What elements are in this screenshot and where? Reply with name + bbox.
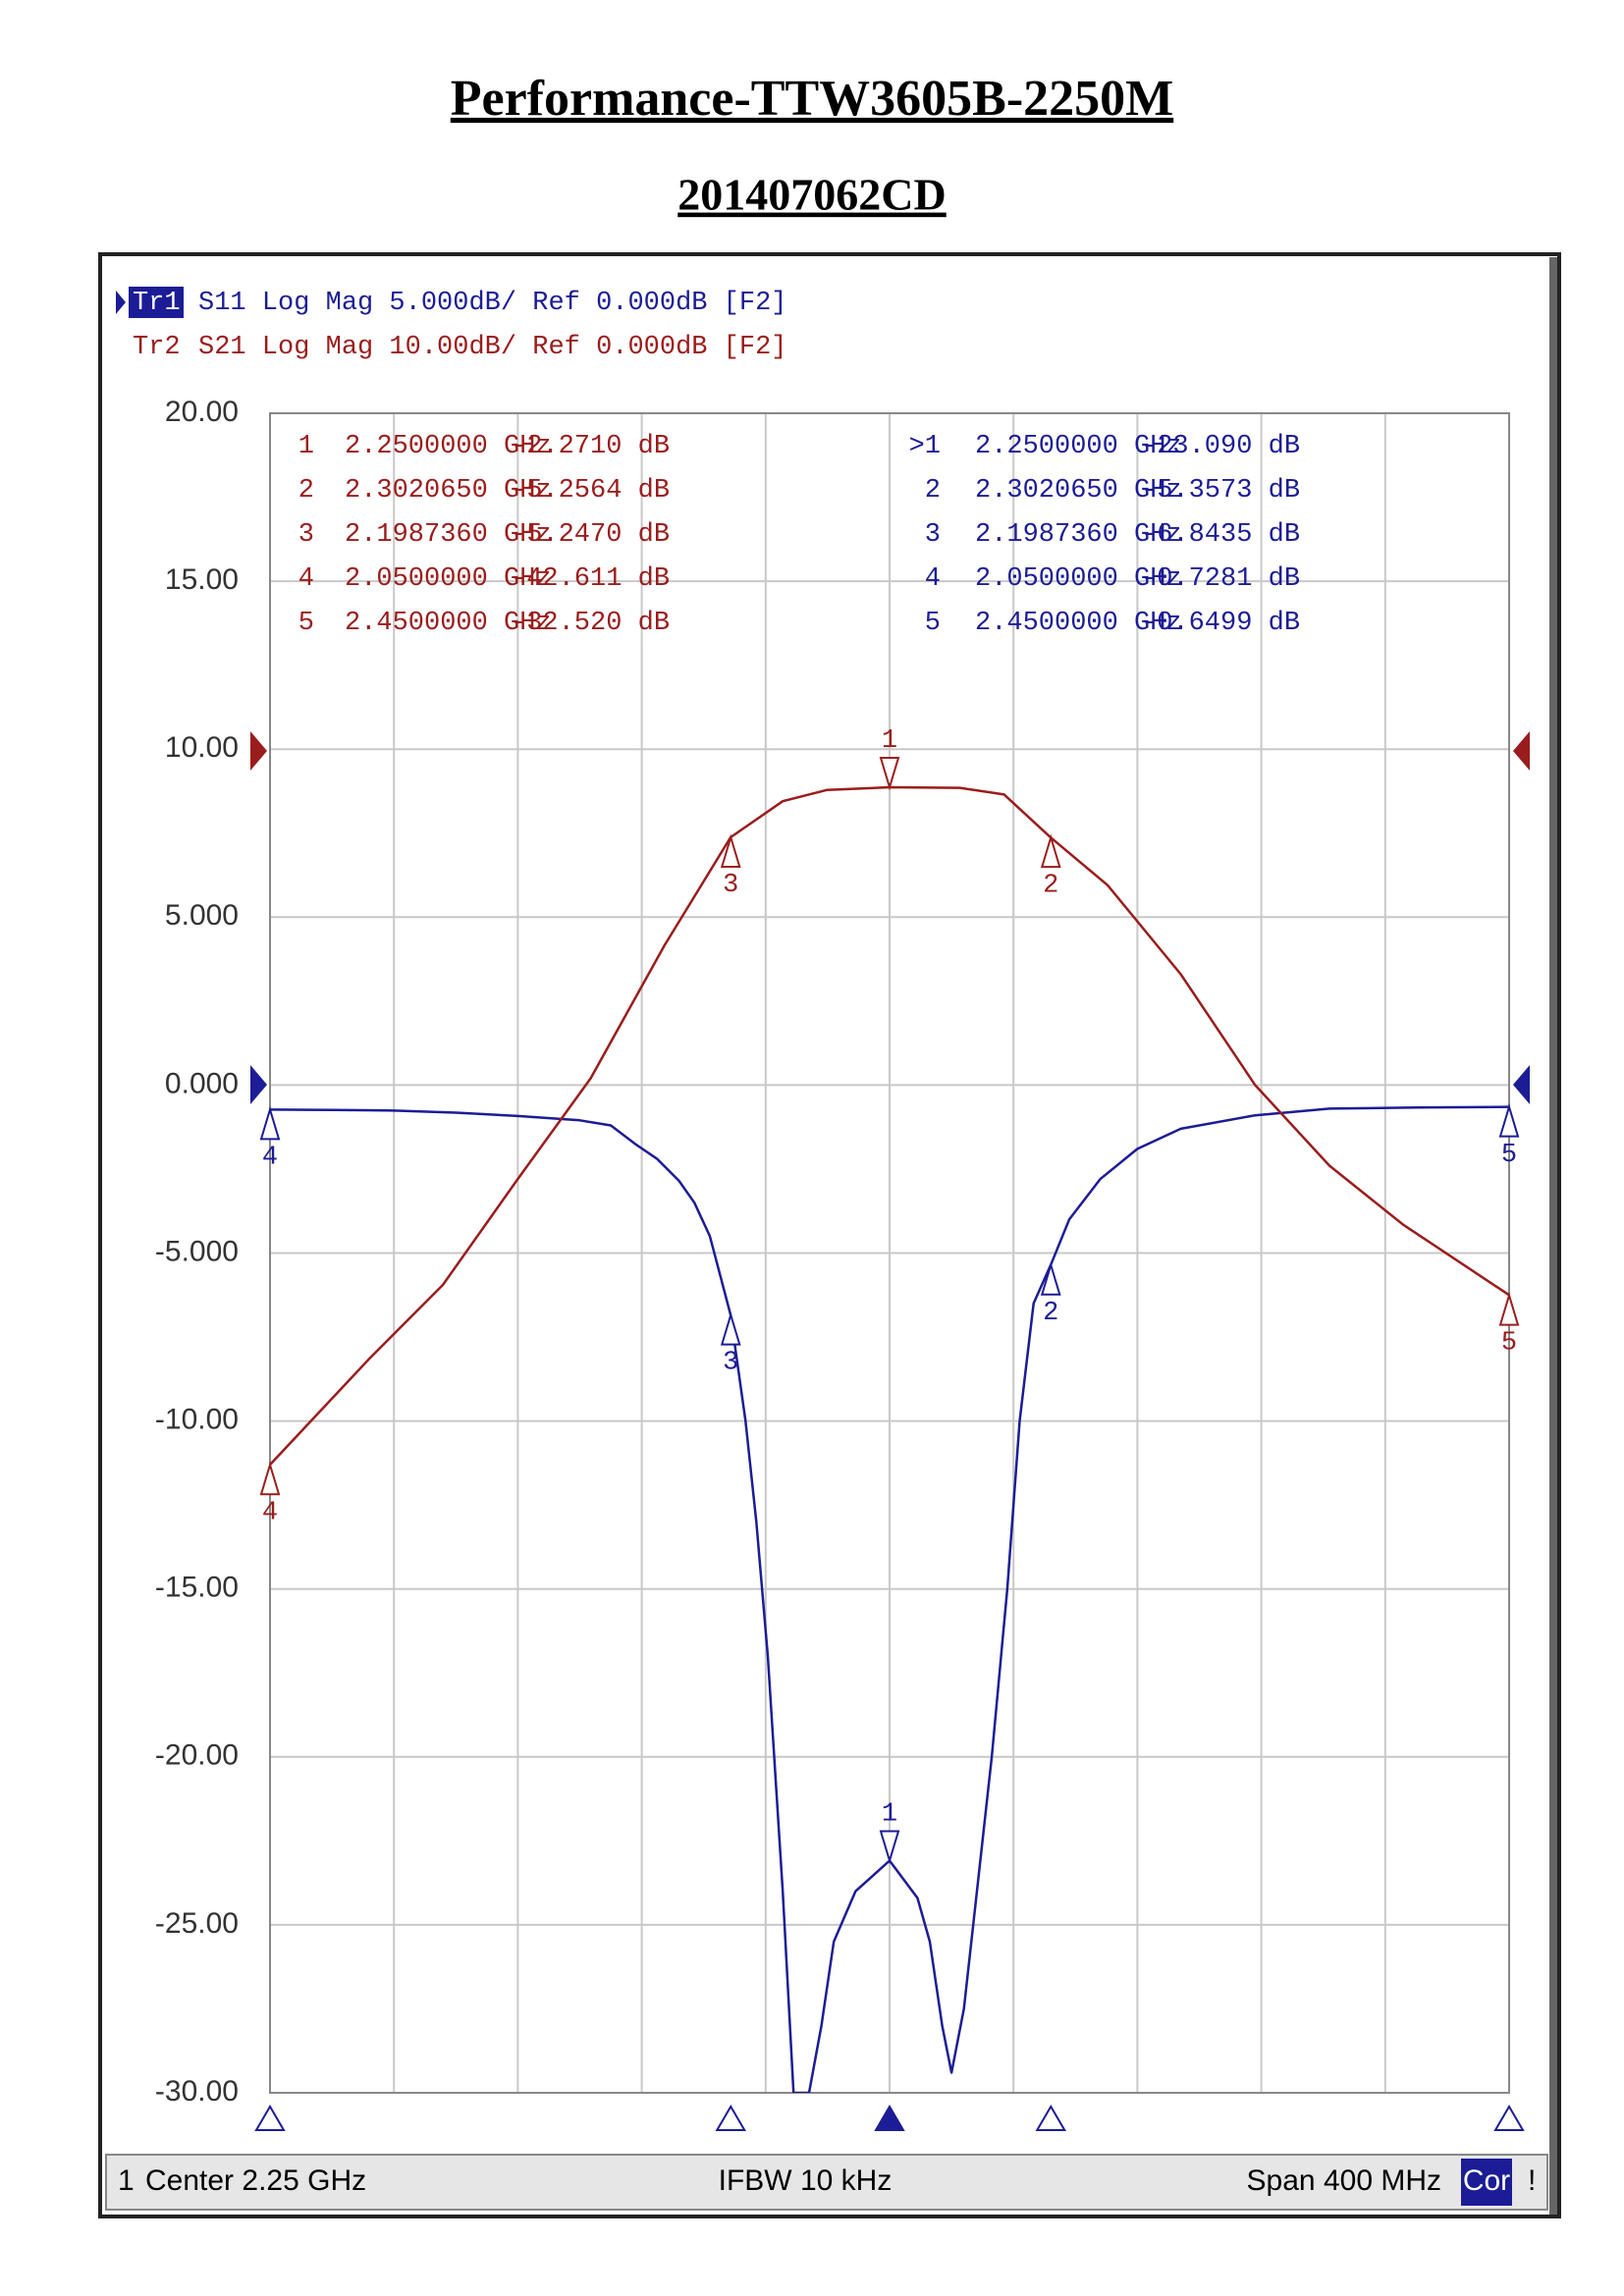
channel: 1 (118, 2164, 135, 2197)
marker-table-cell: -2.2710 dB (511, 432, 670, 461)
ifbw: IFBW 10 kHz (719, 2164, 893, 2197)
marker (720, 833, 741, 868)
marker-label: 2 (1043, 871, 1058, 900)
y-tick-label: 15.00 (165, 563, 239, 596)
center-freq: Center 2.25 GHz (145, 2164, 366, 2197)
status-bar (105, 2154, 1548, 2211)
marker-table-cell: 2.4500000 GHz (975, 609, 1182, 638)
y-tick-label: 0.000 (165, 1067, 239, 1099)
marker (879, 1830, 900, 1865)
marker (259, 1105, 281, 1141)
stimulus-marker (254, 2105, 286, 2131)
marker-label: 5 (1501, 1329, 1517, 1359)
marker (1040, 833, 1061, 869)
marker-table-cell: 4 (925, 564, 941, 594)
marker-table-cell: >1 (909, 432, 941, 461)
active-trace-arrow (116, 291, 126, 314)
y-tick-label: -15.00 (155, 1572, 239, 1604)
trace-info: S11 Log Mag 5.000dB/ Ref 0.000dB [F2] (198, 289, 787, 318)
marker-table-cell: 2.3020650 GHz (975, 476, 1182, 506)
chart-subtitle: 201407062CD (677, 170, 946, 220)
marker-table-cell: -23.090 dB (1141, 432, 1300, 461)
marker (1498, 1292, 1520, 1326)
y-tick-label: 10.00 (165, 731, 239, 764)
trace-name: Tr2 (133, 333, 181, 362)
marker-table-cell: 1 (298, 432, 314, 461)
flag: ! (1528, 2164, 1536, 2197)
cor: Cor (1463, 2164, 1510, 2197)
marker-table-cell: -5.2564 dB (511, 476, 670, 506)
ref-marker-right (1513, 731, 1530, 771)
marker-table-cell: 2.0500000 GHz (975, 564, 1182, 594)
trace-line (270, 1105, 1509, 2093)
marker (720, 1311, 741, 1346)
y-tick-label: 5.000 (165, 899, 239, 932)
frame-edge (1549, 257, 1557, 2215)
stimulus-marker (1493, 2105, 1525, 2131)
marker-table-cell: 3 (925, 520, 941, 550)
marker-table-cell: 2.4500000 GHz (345, 609, 552, 638)
stimulus-marker (1035, 2105, 1067, 2131)
marker-table-cell: 2.3020650 GHz (345, 476, 552, 506)
marker-table-cell: 2.2500000 GHz (975, 432, 1182, 461)
marker-label: 2 (1043, 1299, 1058, 1328)
marker (1040, 1261, 1061, 1296)
y-tick-label: -20.00 (155, 1739, 239, 1772)
marker-table-cell: -32.520 dB (511, 609, 670, 638)
marker-table-cell: 3 (298, 520, 314, 550)
marker-label: 4 (262, 1498, 278, 1527)
marker-table-cell: 2.1987360 GHz (345, 520, 552, 550)
marker-table-cell: 2.2500000 GHz (345, 432, 552, 461)
stimulus-marker (715, 2105, 747, 2131)
marker (879, 757, 900, 791)
marker-table-cell: 2 (298, 476, 314, 506)
marker-table-cell: 5 (925, 609, 941, 638)
chart-title: Performance-TTW3605B-2250M (451, 71, 1173, 127)
ref-marker-left (250, 731, 267, 771)
stimulus-marker (874, 2105, 905, 2131)
y-tick-label: -30.00 (155, 2075, 239, 2108)
ref-marker-right (1513, 1065, 1530, 1104)
span: Span 400 MHz (1247, 2164, 1441, 2197)
instrument-frame (98, 252, 1561, 2218)
marker-label: 5 (1501, 1141, 1517, 1170)
y-tick-label: -25.00 (155, 1907, 239, 1940)
marker-label: 4 (262, 1143, 278, 1172)
trace-info: S21 Log Mag 10.00dB/ Ref 0.000dB [F2] (198, 333, 787, 362)
active-trace-box (129, 287, 184, 318)
marker-table-cell: 2.0500000 GHz (345, 564, 552, 594)
marker-label: 1 (882, 726, 897, 756)
cor-box (1461, 2159, 1512, 2206)
marker-table-cell: -5.2470 dB (511, 520, 670, 550)
marker-table-cell: 4 (298, 564, 314, 594)
marker-table-cell: -0.6499 dB (1141, 609, 1300, 638)
marker-label: 1 (882, 1800, 897, 1830)
y-tick-label: -10.00 (155, 1404, 239, 1436)
marker-table-cell: -5.3573 dB (1141, 476, 1300, 506)
marker-table-cell: 2 (925, 476, 941, 506)
marker-table-cell: 2.1987360 GHz (975, 520, 1182, 550)
marker-table-cell: -6.8435 dB (1141, 520, 1300, 550)
marker (259, 1461, 281, 1496)
ref-marker-left (250, 1065, 267, 1104)
trace-name: Tr1 (133, 289, 181, 318)
y-tick-label: 20.00 (165, 396, 239, 428)
marker-label: 3 (723, 1349, 738, 1378)
marker-label: 3 (723, 871, 738, 900)
marker-table-cell: -0.7281 dB (1141, 564, 1300, 594)
marker-table-cell: -42.611 dB (511, 564, 670, 594)
plot-border (269, 412, 1510, 2094)
marker-table-cell: 5 (298, 609, 314, 638)
y-tick-label: -5.000 (155, 1235, 239, 1267)
marker (1498, 1103, 1520, 1138)
